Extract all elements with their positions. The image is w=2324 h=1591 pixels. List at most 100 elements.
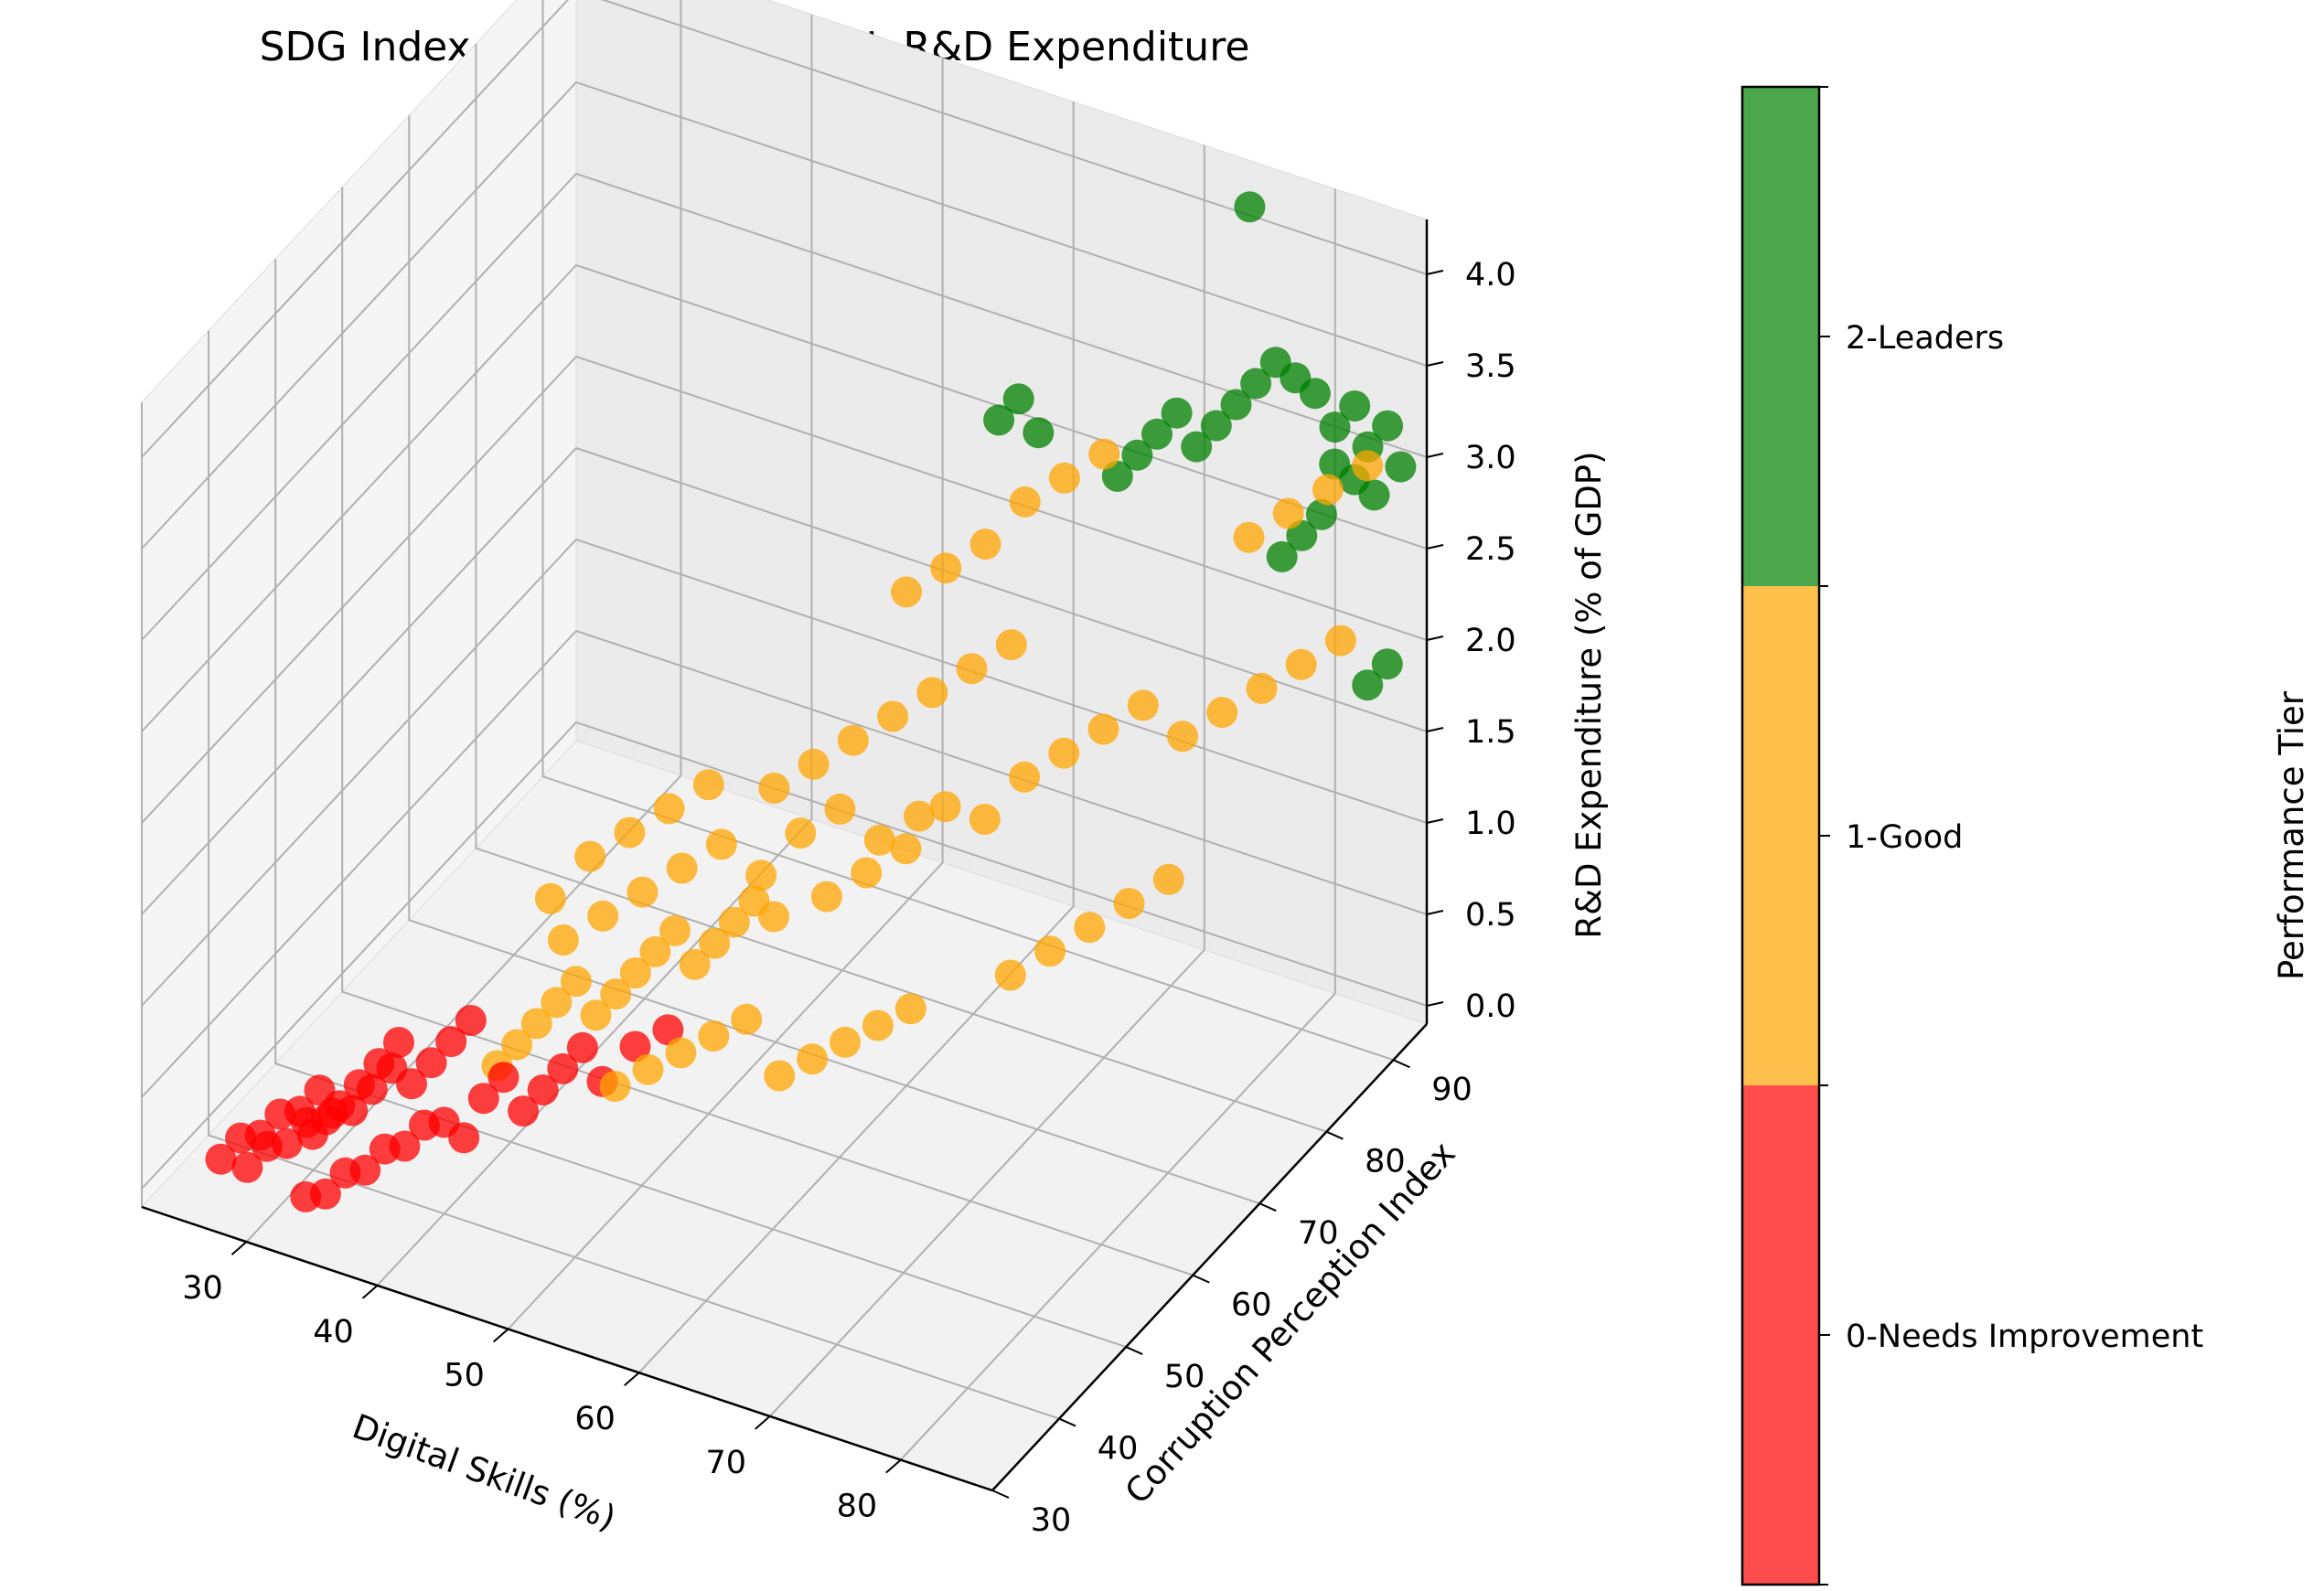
z-tick-mark [1426,818,1444,824]
data-point [969,529,1001,561]
data-point [415,1047,447,1079]
data-point [560,966,592,998]
data-point [501,1029,533,1061]
data-point [627,876,659,908]
y-axis-line [991,1023,1428,1491]
x-axis-line [141,1205,993,1492]
grid-line-y [408,115,1260,1205]
data-point [1152,863,1184,895]
y-tick-label: 30 [1031,1502,1072,1539]
data-point [863,824,895,856]
x-tick-mark [361,1285,379,1299]
data-point [837,724,869,756]
data-point [1339,390,1371,422]
data-point [455,1005,487,1036]
grid-line-z [141,355,1428,824]
data-point [830,1026,861,1058]
z-tick-label: 2.0 [1465,623,1516,659]
data-point [587,900,619,932]
data-point [566,1031,598,1063]
grid-line-z [141,172,1428,641]
data-point [862,1009,894,1041]
data-point [745,860,777,892]
data-point [1220,389,1252,421]
z-tick-label: 2.5 [1465,531,1516,568]
y-tick-mark [1258,1202,1277,1212]
z-tick-label: 1.0 [1465,806,1516,842]
data-point [653,793,685,825]
colorbar-label: Performance Tier [2272,690,2311,980]
data-point [376,1052,408,1084]
y-tick-mark [1192,1274,1210,1284]
tick-labels: 30 40 50 60 70 80 30 40 50 60 70 80 90 0.0 0.5 1.0 1.5 2.… [182,257,1515,1539]
colorbar-segment-good [1742,586,1819,1085]
data-point [1009,486,1041,518]
data-point [1048,462,1080,494]
data-point [1266,540,1298,572]
data-point [487,1062,519,1094]
grid-line-z [141,538,1428,1007]
grid-line-z [141,629,1428,1098]
data-point [904,800,935,832]
data-point [1371,648,1403,680]
grid-line-z [141,721,1428,1190]
x-tick-label: 30 [182,1270,223,1307]
colorbar-segment-leaders [1742,87,1819,586]
colorbar-tick-needs-improvement: 0-Needs Improvement [1846,1319,2203,1355]
data-point [304,1074,336,1106]
z-tick-label: 0.5 [1465,897,1516,934]
data-point [930,552,962,584]
data-point [1233,521,1265,553]
data-point [1181,431,1213,463]
y-tick-label: 70 [1298,1215,1339,1252]
data-points [205,191,1417,1212]
z-tick-mark [1426,910,1444,915]
data-point [652,1014,684,1046]
data-point [632,1053,664,1085]
data-point [599,1071,631,1102]
z-tick-mark [1426,270,1444,275]
data-point [290,1180,322,1212]
data-point [665,1037,697,1069]
y-tick-label: 80 [1365,1144,1406,1180]
y-tick-mark [1325,1130,1344,1140]
data-point [824,793,856,825]
data-point [1372,410,1404,442]
data-point [1385,451,1417,483]
y-tick-mark [1058,1417,1076,1427]
x-tick-mark [885,1458,902,1474]
data-point [369,1133,401,1165]
data-point [600,978,632,1010]
data-point [1234,191,1266,223]
data-point [541,987,573,1019]
data-point [1074,912,1106,944]
data-point [1352,669,1384,701]
data-point [225,1122,257,1154]
data-point [527,1074,559,1105]
grid-line-y [274,259,1127,1349]
data-point [798,748,830,780]
z-tick-mark [1426,361,1444,367]
z-axis-label: R&D Expenditure (% of GDP) [1569,451,1609,938]
data-point [894,993,926,1025]
data-point [1002,383,1034,415]
data-point [679,948,711,980]
data-point [969,804,1001,835]
grid-line-x [637,101,1075,1373]
data-point [356,1073,388,1105]
data-point [1240,368,1272,400]
x-tick-label: 60 [574,1401,616,1437]
grid-line-y [341,187,1194,1276]
data-point [692,769,724,801]
data-point [1312,474,1344,506]
data-point [534,882,566,914]
z-tick-mark [1426,635,1444,641]
data-point [547,1052,579,1084]
data-point [329,1157,361,1189]
z-tick-mark [1426,727,1444,732]
data-point [891,576,922,608]
axis-lines [141,219,1429,1492]
data-point [1034,935,1066,967]
y-tick-mark [1393,1059,1410,1069]
x-tick-label: 80 [837,1489,878,1525]
